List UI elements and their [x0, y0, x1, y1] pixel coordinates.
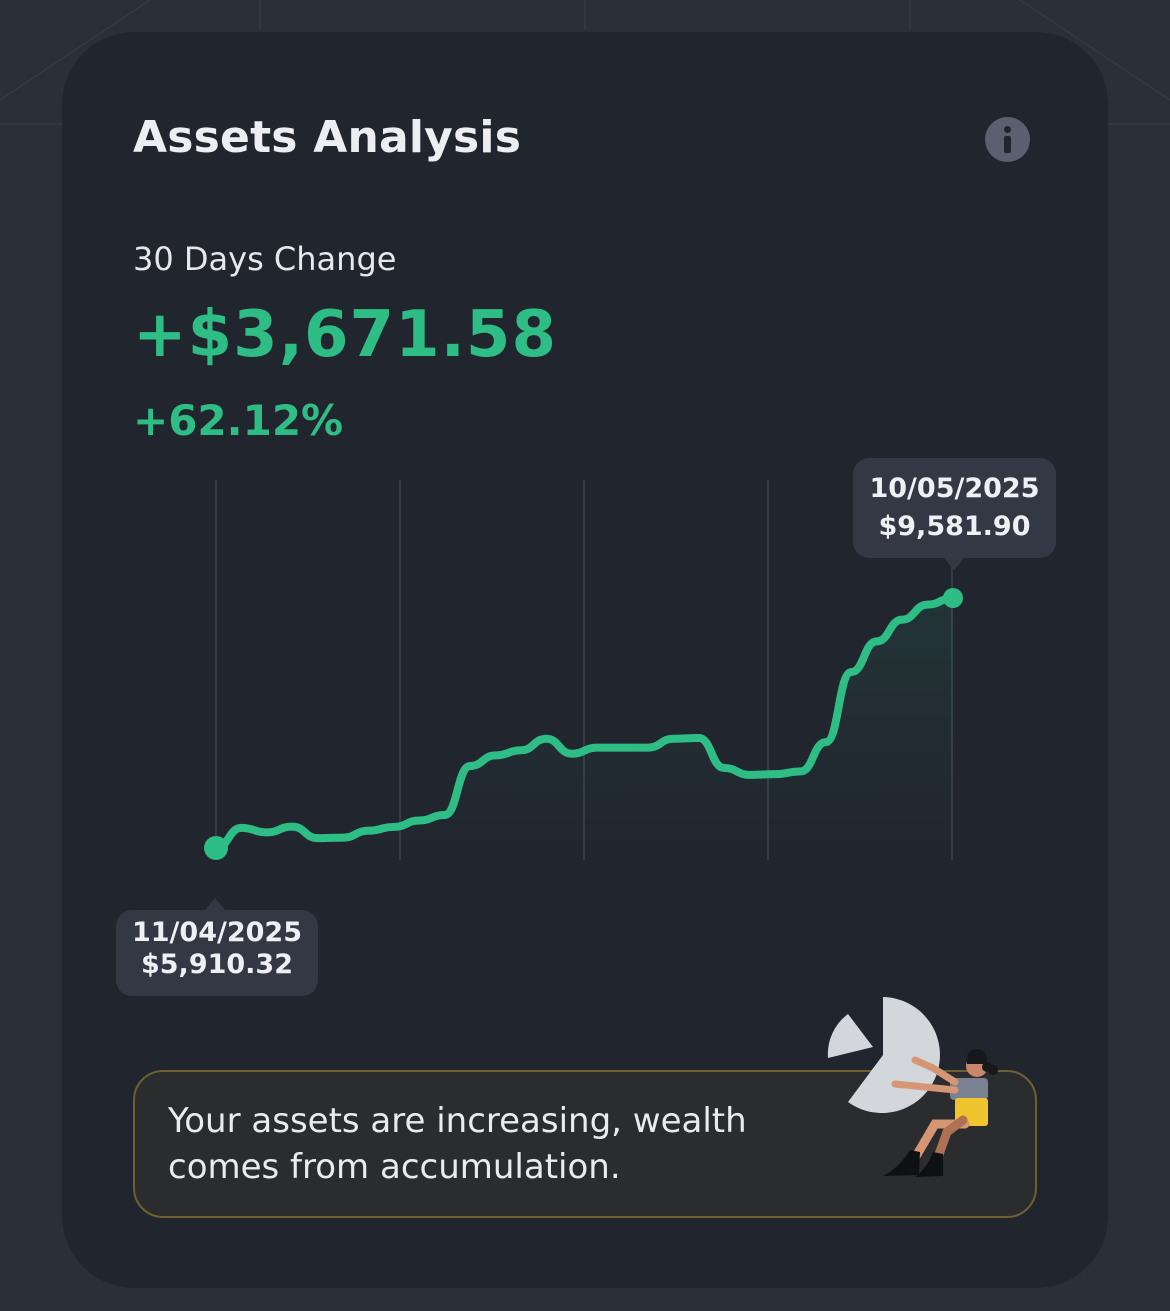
start-data-point: [204, 836, 228, 860]
end-point-tooltip: 10/05/2025 $9,581.90: [853, 458, 1056, 570]
end-date-label: 10/05/2025: [869, 473, 1040, 504]
end-value-label: $9,581.90: [878, 511, 1031, 542]
info-icon[interactable]: [985, 117, 1030, 162]
change-amount: +$3,671.58: [133, 298, 557, 372]
start-point-tooltip: 11/04/2025 $5,910.32: [116, 898, 318, 996]
insight-message-text: Your assets are increasing, wealth comes…: [168, 1101, 747, 1187]
card-title: Assets Analysis: [133, 112, 522, 163]
series-line: [212, 594, 957, 852]
series-area-fill: [216, 598, 953, 860]
period-label: 30 Days Change: [133, 240, 397, 278]
person-holding-pie-chart-illustration: [827, 997, 998, 1177]
start-value-label: $5,910.32: [140, 949, 294, 980]
change-percent: +62.12%: [133, 396, 344, 445]
end-data-point: [943, 588, 963, 608]
start-date-label: 11/04/2025: [131, 917, 302, 948]
